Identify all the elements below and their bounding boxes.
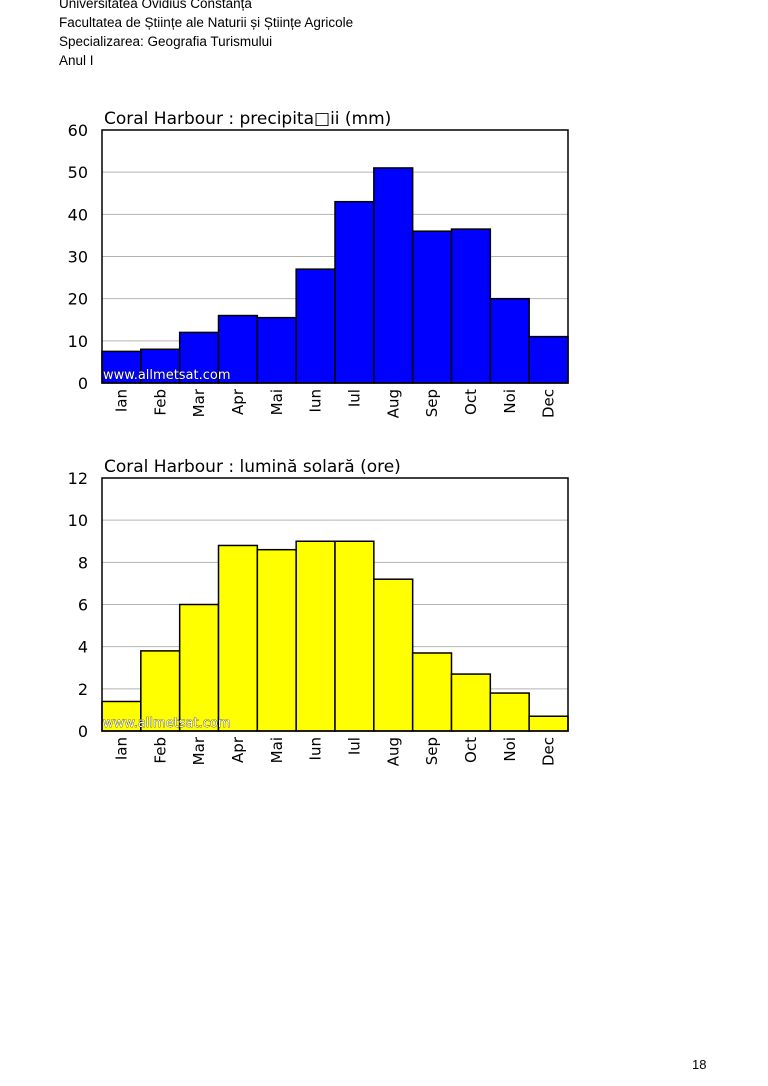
x-tick-label: Mar <box>190 736 208 765</box>
header-year: Anul I <box>59 53 94 68</box>
x-tick-label: Iun <box>307 737 325 760</box>
y-tick-label: 10 <box>68 511 88 530</box>
y-tick-label: 0 <box>78 722 88 741</box>
y-tick-label: 50 <box>68 163 88 182</box>
x-tick-label: Aug <box>384 389 402 418</box>
plot-frame <box>101 129 569 384</box>
x-tick-label: Apr <box>229 388 247 415</box>
bar-aug <box>373 167 414 384</box>
y-tick-label: 4 <box>78 638 88 657</box>
bar-aug <box>373 578 414 732</box>
bar-mar <box>178 603 220 732</box>
y-tick-label: 2 <box>78 680 88 699</box>
y-tick-label: 6 <box>78 596 88 615</box>
chart-title: Coral Harbour : precipita□ii (mm) <box>104 109 391 129</box>
bar-iun <box>295 268 336 384</box>
page-number: 18 <box>692 1057 707 1072</box>
bar-feb <box>140 650 181 732</box>
chart-title: Coral Harbour : lumină solară (ore) <box>104 457 401 477</box>
watermark: www.allmetsat.com <box>103 716 231 731</box>
plot-frame <box>101 477 569 732</box>
watermark: www.allmetsat.com <box>103 368 231 383</box>
x-tick-label: Iul <box>345 737 363 755</box>
y-tick-label: 60 <box>68 121 88 140</box>
x-tick-label: Aug <box>384 737 402 766</box>
x-tick-label: Dec <box>540 737 558 766</box>
document-header: Universitatea Ovidius Constanța Facultat… <box>59 0 353 70</box>
x-tick-label: Mar <box>190 388 208 417</box>
bar-mai <box>256 316 297 384</box>
header-specialization: Specializarea: Geografia Turismului <box>59 34 273 49</box>
bar-iul <box>334 200 375 384</box>
x-tick-label: Sep <box>423 389 441 417</box>
x-tick-label: Oct <box>462 389 480 415</box>
x-tick-label: Sep <box>423 737 441 765</box>
header-university: Universitatea Ovidius Constanța <box>59 0 252 11</box>
bar-sep <box>411 230 453 384</box>
bar-dec <box>528 715 569 732</box>
x-tick-label: Mai <box>268 737 286 763</box>
bar-noi <box>489 297 530 384</box>
x-tick-label: Feb <box>151 389 169 416</box>
x-tick-label: Noi <box>501 389 519 414</box>
y-tick-label: 10 <box>68 332 88 351</box>
bar-noi <box>489 692 530 732</box>
y-tick-label: 0 <box>78 374 88 393</box>
header-faculty: Facultatea de Științe ale Naturii și Ști… <box>59 15 354 30</box>
sunshine-chart: Coral Harbour : lumină solară (ore) 0 2 4 6 8… <box>68 457 569 766</box>
x-tick-label: Iun <box>307 389 325 412</box>
x-tick-label: Mai <box>268 389 286 415</box>
x-tick-label: Noi <box>501 737 519 762</box>
bar-oct <box>450 228 492 384</box>
x-tick-label: Apr <box>229 736 247 763</box>
bar-mai <box>256 548 297 732</box>
x-tick-label: Dec <box>540 389 558 418</box>
y-tick-label: 12 <box>68 469 88 488</box>
y-tick-label: 30 <box>68 248 88 267</box>
y-tick-label: 20 <box>68 290 88 309</box>
y-tick-label: 40 <box>68 205 88 224</box>
y-tick-label: 8 <box>78 553 88 572</box>
bar-iun <box>295 540 336 732</box>
bar-dec <box>528 335 569 384</box>
x-tick-label: Feb <box>151 737 169 764</box>
bar-iul <box>334 540 375 732</box>
precipitation-chart: Coral Harbour : precipita□ii (mm) 0 10 20 30… <box>68 109 569 418</box>
bar-sep <box>411 652 453 732</box>
bar-oct <box>450 673 492 732</box>
x-tick-label: Ian <box>112 389 130 412</box>
x-tick-label: Ian <box>112 737 130 760</box>
bar-apr <box>217 544 259 732</box>
x-tick-label: Iul <box>345 389 363 407</box>
x-tick-label: Oct <box>462 737 480 763</box>
